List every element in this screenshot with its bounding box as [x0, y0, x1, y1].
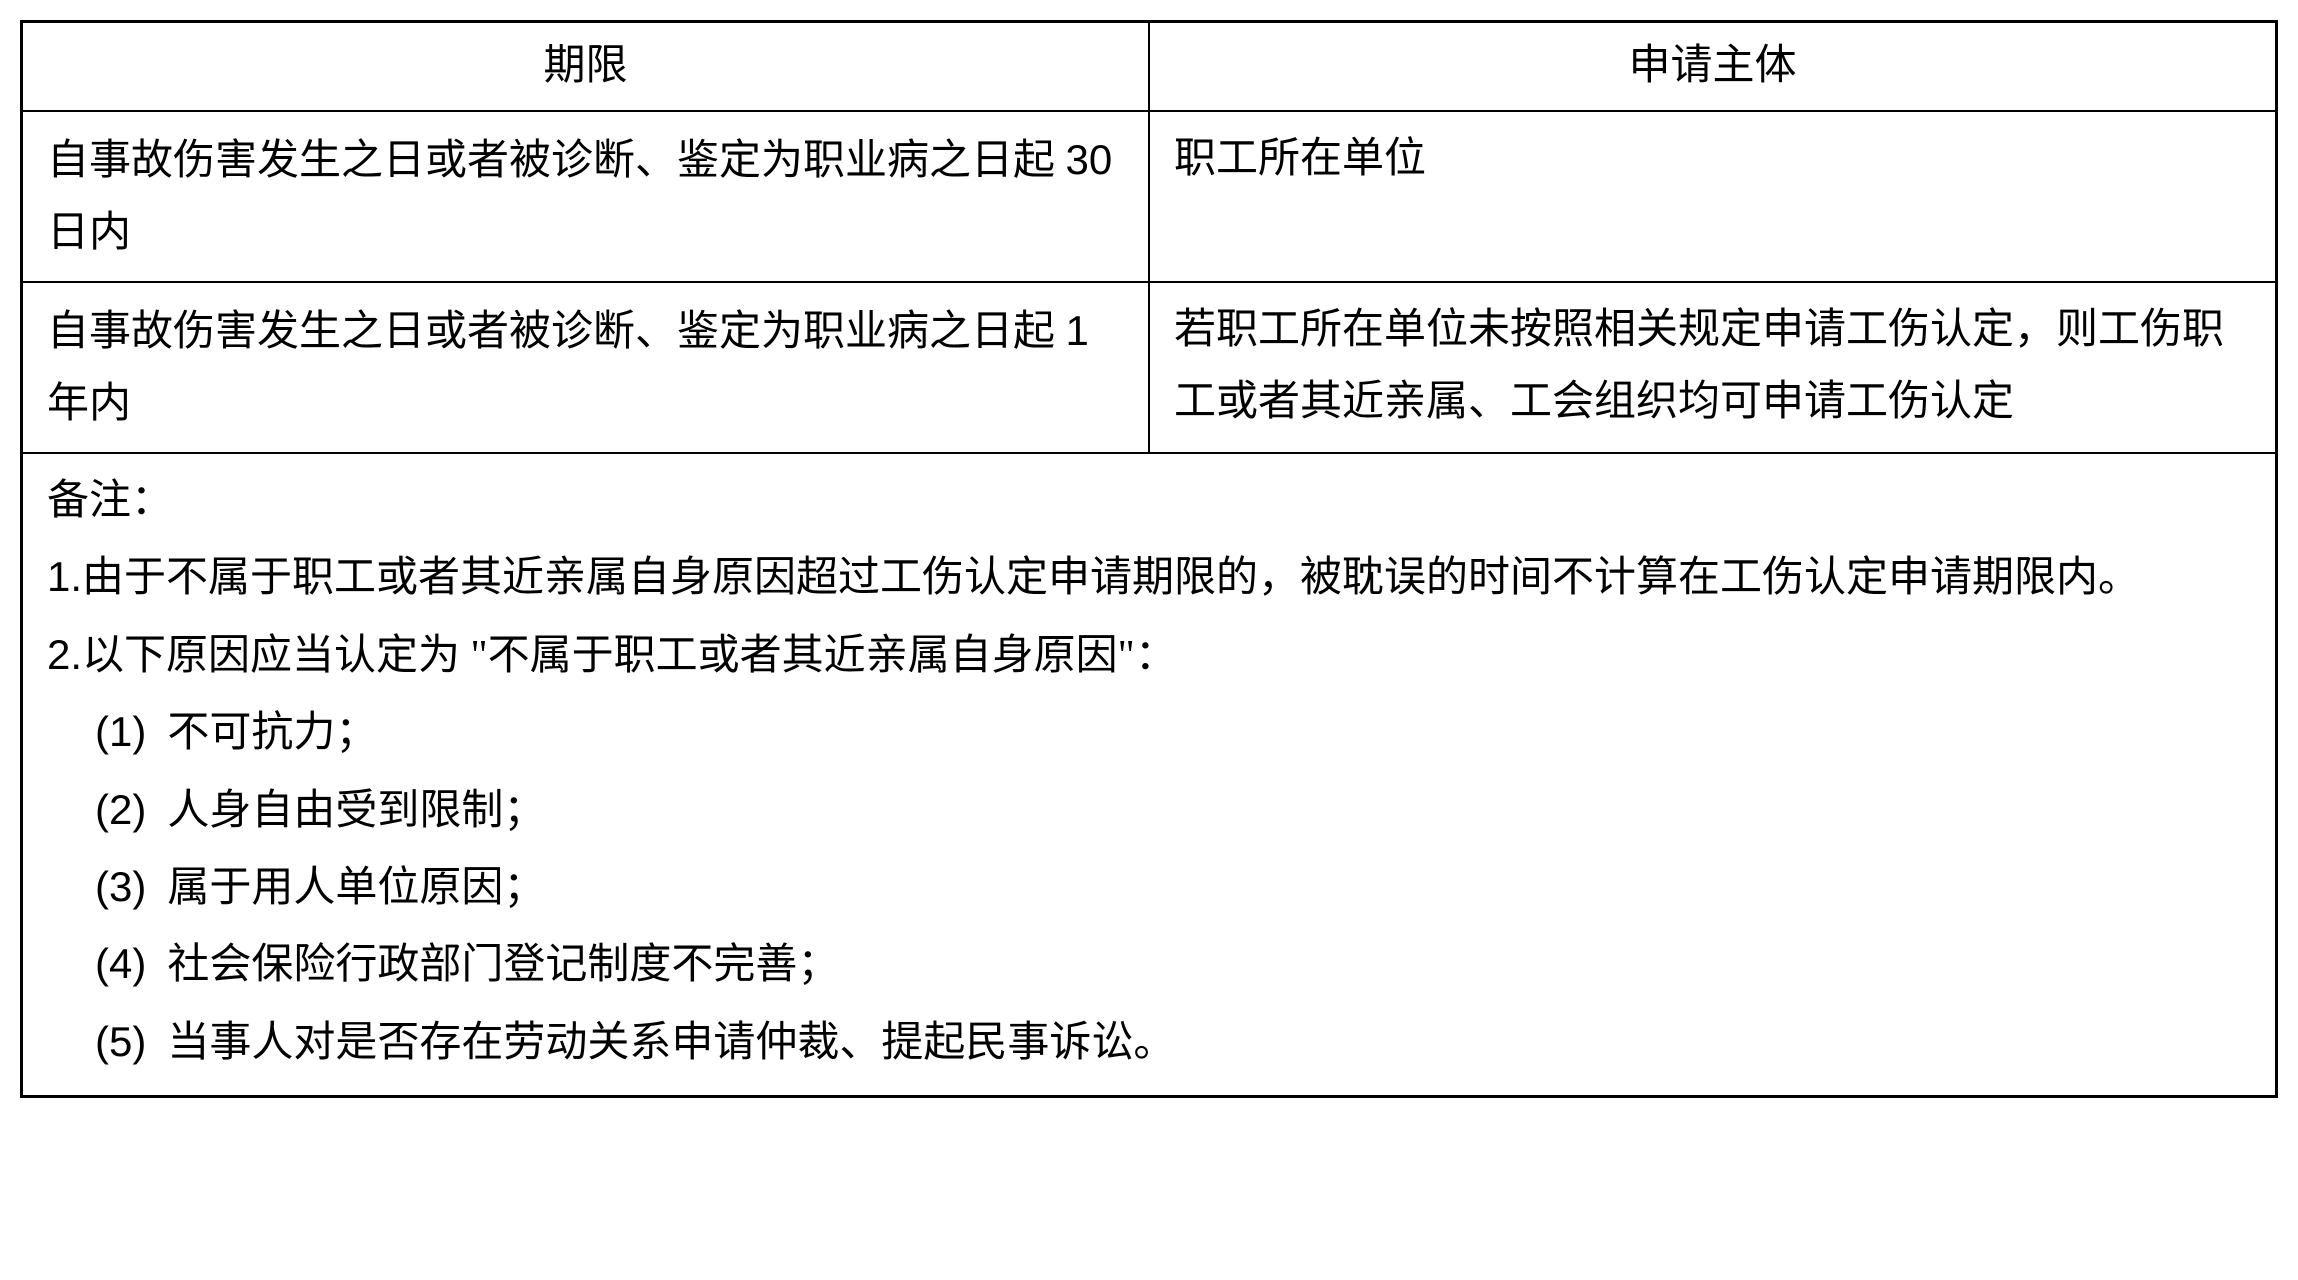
- notes-header: 备注：: [47, 466, 2251, 537]
- note-text: 以下原因应当认定为 "不属于职工或者其近亲属自身原因"：: [82, 633, 1177, 679]
- sub-item-3: (3) 属于用人单位原因；: [47, 851, 2251, 924]
- main-table: 期限 申请主体 自事故伤害发生之日或者被诊断、鉴定为职业病之日起 30 日内 职…: [20, 20, 2278, 1098]
- sub-item-5: (5) 当事人对是否存在劳动关系申请仲裁、提起民事诉讼。: [47, 1006, 2251, 1079]
- notes-cell: 备注： 1.由于不属于职工或者其近亲属自身原因超过工伤认定申请期限的，被耽误的时…: [22, 453, 2277, 1097]
- table-row: 自事故伤害发生之日或者被诊断、鉴定为职业病之日起 30 日内 职工所在单位: [22, 111, 2277, 282]
- note-item-1: 1.由于不属于职工或者其近亲属自身原因超过工伤认定申请期限的，被耽误的时间不计算…: [47, 541, 2251, 614]
- period-prefix: 自事故伤害发生之日或者被诊断、鉴定为职业病之日起: [47, 309, 1066, 355]
- note-num: 1.: [47, 553, 82, 600]
- table-notes-row: 备注： 1.由于不属于职工或者其近亲属自身原因超过工伤认定申请期限的，被耽误的时…: [22, 453, 2277, 1097]
- period-suffix: 日内: [47, 210, 131, 256]
- sub-text: 当事人对是否存在劳动关系申请仲裁、提起民事诉讼。: [167, 1020, 1175, 1066]
- cell-subject-2: 若职工所在单位未按照相关规定申请工伤认定，则工伤职工或者其近亲属、工会组织均可申…: [1149, 282, 2277, 453]
- sub-text: 不可抗力；: [167, 710, 377, 756]
- period-prefix: 自事故伤害发生之日或者被诊断、鉴定为职业病之日起: [47, 138, 1066, 184]
- sub-num: (2): [95, 786, 146, 833]
- period-suffix: 年内: [47, 381, 131, 427]
- sub-text: 社会保险行政部门登记制度不完善；: [167, 942, 839, 988]
- note-text: 由于不属于职工或者其近亲属自身原因超过工伤认定申请期限的，被耽误的时间不计算在工…: [82, 555, 2140, 601]
- table-row: 自事故伤害发生之日或者被诊断、鉴定为职业病之日起 1 年内 若职工所在单位未按照…: [22, 282, 2277, 453]
- sub-text: 属于用人单位原因；: [167, 865, 545, 911]
- cell-period-1: 自事故伤害发生之日或者被诊断、鉴定为职业病之日起 30 日内: [22, 111, 1150, 282]
- sub-num: (4): [95, 940, 146, 987]
- note-item-2: 2.以下原因应当认定为 "不属于职工或者其近亲属自身原因"：: [47, 619, 2251, 692]
- header-subject: 申请主体: [1149, 22, 2277, 112]
- table-header-row: 期限 申请主体: [22, 22, 2277, 112]
- cell-period-2: 自事故伤害发生之日或者被诊断、鉴定为职业病之日起 1 年内: [22, 282, 1150, 453]
- note-num: 2.: [47, 631, 82, 678]
- sub-item-1: (1) 不可抗力；: [47, 696, 2251, 769]
- period-num: 30: [1066, 136, 1113, 183]
- sub-num: (5): [95, 1018, 146, 1065]
- sub-num: (3): [95, 863, 146, 910]
- document-table-container: 期限 申请主体 自事故伤害发生之日或者被诊断、鉴定为职业病之日起 30 日内 职…: [20, 20, 2278, 1098]
- period-num: 1: [1066, 307, 1089, 354]
- sub-num: (1): [95, 708, 146, 755]
- cell-subject-1: 职工所在单位: [1149, 111, 2277, 282]
- sub-text: 人身自由受到限制；: [167, 788, 545, 834]
- header-period: 期限: [22, 22, 1150, 112]
- sub-item-4: (4) 社会保险行政部门登记制度不完善；: [47, 928, 2251, 1001]
- sub-item-2: (2) 人身自由受到限制；: [47, 774, 2251, 847]
